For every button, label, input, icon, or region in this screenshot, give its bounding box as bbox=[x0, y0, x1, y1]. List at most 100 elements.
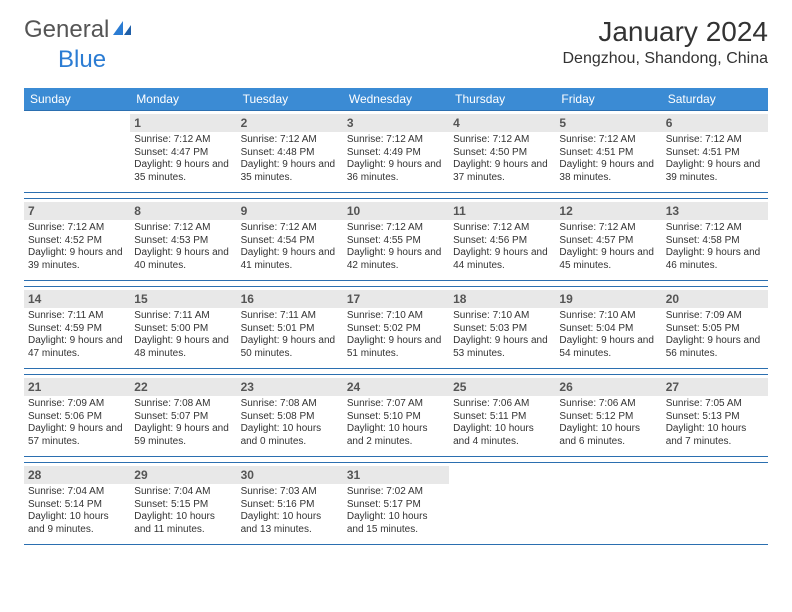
day-info: Sunrise: 7:06 AMSunset: 5:11 PMDaylight:… bbox=[453, 398, 551, 448]
day-number: 29 bbox=[130, 466, 236, 484]
daylight-text: Daylight: 10 hours and 13 minutes. bbox=[241, 511, 339, 536]
logo-text-1: General bbox=[24, 16, 109, 44]
daylight-text: Daylight: 9 hours and 39 minutes. bbox=[28, 247, 126, 272]
sunset-text: Sunset: 4:57 PM bbox=[559, 235, 657, 248]
daylight-text: Daylight: 10 hours and 2 minutes. bbox=[347, 423, 445, 448]
sunset-text: Sunset: 5:06 PM bbox=[28, 411, 126, 424]
day-number: 3 bbox=[343, 114, 449, 132]
sunset-text: Sunset: 4:49 PM bbox=[347, 147, 445, 160]
daylight-text: Daylight: 9 hours and 37 minutes. bbox=[453, 159, 551, 184]
day-cell: 22 Sunrise: 7:08 AMSunset: 5:07 PMDayligh… bbox=[130, 375, 236, 457]
dayhead-fri: Friday bbox=[555, 88, 661, 111]
day-cell: 30Sunrise: 7:03 AMSunset: 5:16 PMDayligh… bbox=[237, 463, 343, 545]
sunrise-text: Sunrise: 7:12 AM bbox=[453, 222, 551, 235]
day-info: Sunrise: 7:12 AMSunset: 4:53 PMDaylight:… bbox=[134, 222, 232, 272]
day-cell: 12Sunrise: 7:12 AMSunset: 4:57 PMDayligh… bbox=[555, 199, 661, 281]
month-title: January 2024 bbox=[563, 16, 769, 48]
day-cell: 8 Sunrise: 7:12 AMSunset: 4:53 PMDaylight… bbox=[130, 199, 236, 281]
daylight-text: Daylight: 10 hours and 15 minutes. bbox=[347, 511, 445, 536]
day-info: Sunrise: 7:09 AMSunset: 5:05 PMDaylight:… bbox=[666, 310, 764, 360]
day-info: Sunrise: 7:12 AMSunset: 4:54 PMDaylight:… bbox=[241, 222, 339, 272]
daylight-text: Daylight: 9 hours and 50 minutes. bbox=[241, 335, 339, 360]
sunrise-text: Sunrise: 7:08 AM bbox=[134, 398, 232, 411]
sunset-text: Sunset: 4:50 PM bbox=[453, 147, 551, 160]
title-block: January 2024 Dengzhou, Shandong, China bbox=[563, 16, 769, 68]
day-number: 25 bbox=[449, 378, 555, 396]
day-number: 14 bbox=[24, 290, 130, 308]
day-number: 23 bbox=[237, 378, 343, 396]
daylight-text: Daylight: 9 hours and 56 minutes. bbox=[666, 335, 764, 360]
daylight-text: Daylight: 9 hours and 42 minutes. bbox=[347, 247, 445, 272]
sunset-text: Sunset: 4:51 PM bbox=[559, 147, 657, 160]
sunrise-text: Sunrise: 7:12 AM bbox=[347, 222, 445, 235]
sunset-text: Sunset: 5:07 PM bbox=[134, 411, 232, 424]
day-cell: 19 Sunrise: 7:10 AMSunset: 5:04 PMDayligh… bbox=[555, 287, 661, 369]
week-row: 14Sunrise: 7:11 AMSunset: 4:59 PMDayligh… bbox=[24, 287, 768, 369]
day-cell bbox=[662, 463, 768, 545]
sunrise-text: Sunrise: 7:11 AM bbox=[134, 310, 232, 323]
dayhead-mon: Monday bbox=[130, 88, 236, 111]
week-row: 21Sunrise: 7:09 AMSunset: 5:06 PMDayligh… bbox=[24, 375, 768, 457]
day-number: 5 bbox=[555, 114, 661, 132]
day-cell: 26Sunrise: 7:06 AMSunset: 5:12 PMDayligh… bbox=[555, 375, 661, 457]
sunset-text: Sunset: 5:11 PM bbox=[453, 411, 551, 424]
sunset-text: Sunset: 5:00 PM bbox=[134, 323, 232, 336]
sunrise-text: Sunrise: 7:10 AM bbox=[559, 310, 657, 323]
day-info: Sunrise: 7:12 AMSunset: 4:50 PMDaylight:… bbox=[453, 134, 551, 184]
day-info: Sunrise: 7:11 AMSunset: 5:01 PMDaylight:… bbox=[241, 310, 339, 360]
sunrise-text: Sunrise: 7:10 AM bbox=[347, 310, 445, 323]
day-info: Sunrise: 7:12 AMSunset: 4:52 PMDaylight:… bbox=[28, 222, 126, 272]
day-info: Sunrise: 7:11 AMSunset: 4:59 PMDaylight:… bbox=[28, 310, 126, 360]
day-number: 27 bbox=[662, 378, 768, 396]
sunrise-text: Sunrise: 7:12 AM bbox=[241, 222, 339, 235]
daylight-text: Daylight: 9 hours and 51 minutes. bbox=[347, 335, 445, 360]
day-number: 9 bbox=[237, 202, 343, 220]
dayhead-thu: Thursday bbox=[449, 88, 555, 111]
day-info: Sunrise: 7:12 AMSunset: 4:56 PMDaylight:… bbox=[453, 222, 551, 272]
day-cell: 15Sunrise: 7:11 AMSunset: 5:00 PMDayligh… bbox=[130, 287, 236, 369]
day-cell: 10 Sunrise: 7:12 AMSunset: 4:55 PMDayligh… bbox=[343, 199, 449, 281]
day-number: 22 bbox=[130, 378, 236, 396]
day-info: Sunrise: 7:06 AMSunset: 5:12 PMDaylight:… bbox=[559, 398, 657, 448]
daylight-text: Daylight: 9 hours and 35 minutes. bbox=[134, 159, 232, 184]
day-number: 28 bbox=[24, 466, 130, 484]
day-cell: 16Sunrise: 7:11 AMSunset: 5:01 PMDayligh… bbox=[237, 287, 343, 369]
sunset-text: Sunset: 4:51 PM bbox=[666, 147, 764, 160]
day-info: Sunrise: 7:04 AMSunset: 5:15 PMDaylight:… bbox=[134, 486, 232, 536]
daylight-text: Daylight: 9 hours and 36 minutes. bbox=[347, 159, 445, 184]
sunset-text: Sunset: 5:16 PM bbox=[241, 499, 339, 512]
sunrise-text: Sunrise: 7:09 AM bbox=[666, 310, 764, 323]
week-row: 28Sunrise: 7:04 AMSunset: 5:14 PMDayligh… bbox=[24, 463, 768, 545]
sunrise-text: Sunrise: 7:12 AM bbox=[666, 222, 764, 235]
calendar-table: Sunday Monday Tuesday Wednesday Thursday… bbox=[24, 88, 768, 545]
location: Dengzhou, Shandong, China bbox=[563, 50, 769, 68]
day-number: 10 bbox=[343, 202, 449, 220]
sunset-text: Sunset: 4:56 PM bbox=[453, 235, 551, 248]
day-number: 15 bbox=[130, 290, 236, 308]
dayhead-wed: Wednesday bbox=[343, 88, 449, 111]
day-number: 18 bbox=[449, 290, 555, 308]
day-info: Sunrise: 7:05 AMSunset: 5:13 PMDaylight:… bbox=[666, 398, 764, 448]
sunset-text: Sunset: 4:47 PM bbox=[134, 147, 232, 160]
day-number: 19 bbox=[555, 290, 661, 308]
sunset-text: Sunset: 4:48 PM bbox=[241, 147, 339, 160]
day-cell: 23Sunrise: 7:08 AMSunset: 5:08 PMDayligh… bbox=[237, 375, 343, 457]
dayhead-sun: Sunday bbox=[24, 88, 130, 111]
day-number: 21 bbox=[24, 378, 130, 396]
day-number: 24 bbox=[343, 378, 449, 396]
day-cell: 7Sunrise: 7:12 AMSunset: 4:52 PMDaylight… bbox=[24, 199, 130, 281]
day-number: 8 bbox=[130, 202, 236, 220]
day-info: Sunrise: 7:10 AMSunset: 5:02 PMDaylight:… bbox=[347, 310, 445, 360]
day-info: Sunrise: 7:10 AMSunset: 5:04 PMDaylight:… bbox=[559, 310, 657, 360]
daylight-text: Daylight: 9 hours and 59 minutes. bbox=[134, 423, 232, 448]
day-number: 4 bbox=[449, 114, 555, 132]
sunset-text: Sunset: 4:59 PM bbox=[28, 323, 126, 336]
sunrise-text: Sunrise: 7:05 AM bbox=[666, 398, 764, 411]
daylight-text: Daylight: 9 hours and 57 minutes. bbox=[28, 423, 126, 448]
day-info: Sunrise: 7:12 AMSunset: 4:49 PMDaylight:… bbox=[347, 134, 445, 184]
sunrise-text: Sunrise: 7:07 AM bbox=[347, 398, 445, 411]
day-info: Sunrise: 7:12 AMSunset: 4:55 PMDaylight:… bbox=[347, 222, 445, 272]
daylight-text: Daylight: 10 hours and 4 minutes. bbox=[453, 423, 551, 448]
day-info: Sunrise: 7:07 AMSunset: 5:10 PMDaylight:… bbox=[347, 398, 445, 448]
sunrise-text: Sunrise: 7:12 AM bbox=[347, 134, 445, 147]
